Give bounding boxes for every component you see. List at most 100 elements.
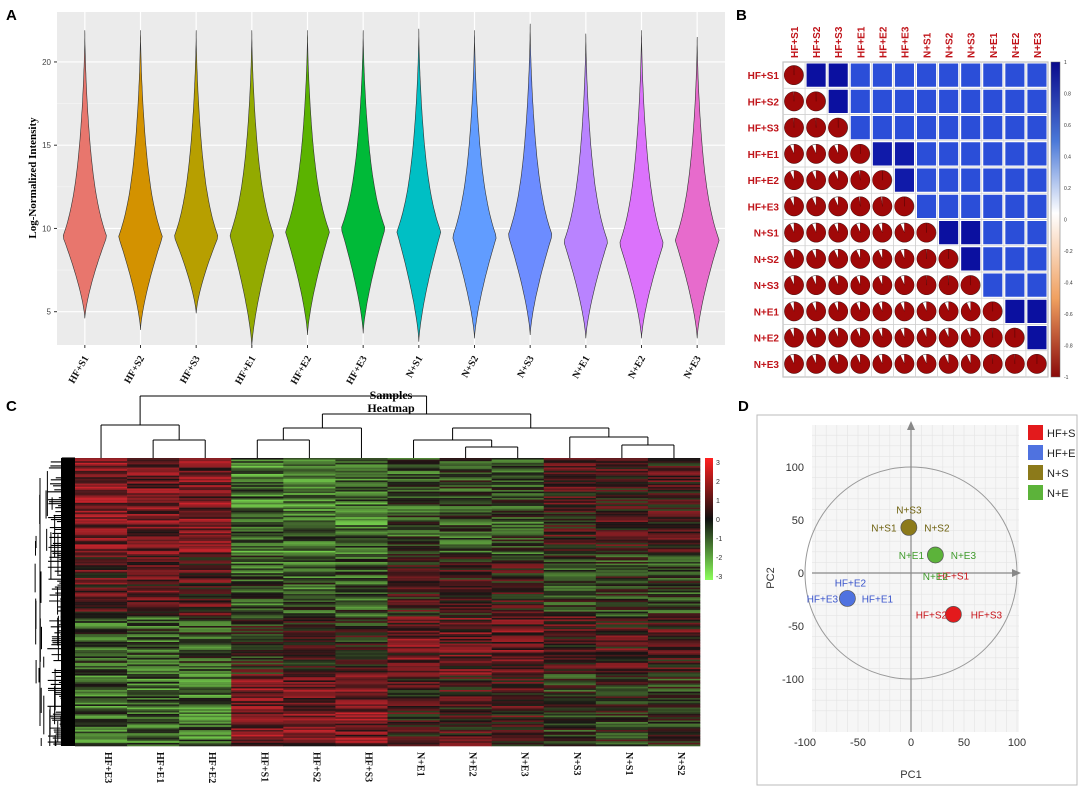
heatmap-cell [543, 622, 597, 625]
heatmap-cell [75, 536, 128, 539]
heatmap-cell [387, 658, 440, 660]
heatmap-cell [75, 642, 128, 644]
heatmap-cell [283, 541, 336, 544]
heatmap-cell [75, 744, 128, 747]
corr-colorbar-tick-label: 0.4 [1064, 155, 1071, 161]
heatmap-col-label-n-e1: N+E1 [415, 752, 426, 777]
heatmap-cell [335, 579, 388, 582]
heatmap-cell [491, 712, 545, 715]
heatmap-cell [75, 662, 128, 665]
corr-cell-square [983, 116, 1003, 140]
heatmap-cell [75, 584, 128, 587]
heatmap-cell [647, 706, 701, 708]
heatmap-cell [179, 515, 232, 518]
heatmap-cell [543, 594, 597, 596]
corr-cell-square [1005, 116, 1025, 140]
heatmap-cell [179, 651, 232, 654]
heatmap-cell [75, 494, 128, 497]
heatmap-cell [491, 643, 545, 646]
heatmap-cell [439, 643, 492, 646]
heatmap-cell [127, 528, 180, 531]
heatmap-cell [127, 741, 180, 744]
heatmap-cell [179, 702, 232, 705]
heatmap-cell [179, 547, 232, 550]
heatmap-cell [439, 606, 492, 609]
heatmap-cell [75, 589, 128, 592]
corr-col-label-hf-s1: HF+S1 [790, 26, 801, 58]
heatmap-cell [283, 475, 336, 478]
heatmap-cell [491, 592, 545, 595]
heatmap-cell [595, 648, 649, 651]
heatmap-cell [387, 594, 440, 596]
heatmap-cell [283, 563, 336, 566]
heatmap-cell [179, 624, 232, 627]
heatmap-cell [335, 491, 388, 494]
heatmap-cell [127, 738, 180, 740]
heatmap-cell [231, 598, 284, 601]
heatmap-cell [127, 648, 180, 651]
heatmap-cell [387, 731, 440, 734]
heatmap-cell [439, 728, 492, 731]
heatmap-cell [335, 498, 388, 500]
heatmap-cell [595, 709, 649, 712]
heatmap-cell [231, 514, 284, 516]
violin-x-tick-label-n-s1: N+S1 [404, 354, 425, 380]
heatmap-cell [647, 509, 701, 512]
heatmap-cell [595, 744, 649, 747]
heatmap-cell [283, 720, 336, 723]
heatmap-cell [595, 694, 649, 697]
heatmap-cell [595, 600, 649, 603]
heatmap-cell [439, 590, 492, 593]
heatmap-cell [335, 678, 388, 681]
heatmap-cell [543, 523, 597, 526]
heatmap-cell [491, 608, 545, 611]
heatmap-cell [595, 715, 649, 718]
heatmap-cell [231, 496, 284, 499]
heatmap-cell [491, 744, 545, 747]
heatmap-cell [335, 698, 388, 700]
heatmap-cell [75, 629, 128, 632]
heatmap-cell [439, 704, 492, 707]
heatmap-cell [283, 530, 336, 532]
heatmap-cell [283, 725, 336, 728]
heatmap-cell [595, 587, 649, 590]
heatmap-cell [491, 603, 545, 606]
heatmap-cell [439, 646, 492, 649]
heatmap-cell [335, 618, 388, 620]
heatmap-cell [439, 466, 492, 468]
heatmap-cell [439, 530, 492, 532]
heatmap-cell [127, 568, 180, 571]
heatmap-cell [387, 568, 440, 571]
heatmap-cell [439, 558, 492, 561]
heatmap-cell [543, 546, 597, 548]
heatmap-cell [335, 509, 388, 512]
heatmap-cell [283, 467, 336, 470]
heatmap-cell [387, 552, 440, 555]
heatmap-cell [491, 475, 545, 478]
heatmap-cell [127, 499, 180, 502]
violin-x-tick-label-hf-s3: HF+S3 [178, 354, 203, 386]
heatmap-cell [335, 587, 388, 590]
heatmap-cell [283, 741, 336, 744]
heatmap-cell [75, 675, 128, 678]
corr-cell-pie [828, 196, 848, 217]
heatmap-cell [335, 669, 388, 672]
heatmap-cell [179, 725, 232, 728]
heatmap-cell [647, 458, 701, 460]
heatmap-cell [491, 642, 545, 644]
heatmap-cell [335, 653, 388, 656]
heatmap-cell [283, 651, 336, 654]
heatmap-cell [335, 589, 388, 592]
heatmap-cell [595, 606, 649, 609]
heatmap-cell [231, 547, 284, 550]
heatmap-cell [543, 707, 597, 710]
corr-col-label-n-s2: N+S2 [945, 32, 956, 58]
heatmap-cell [75, 643, 128, 646]
heatmap-cell [491, 565, 545, 568]
heatmap-cell [127, 586, 180, 588]
heatmap-cell [335, 574, 388, 577]
heatmap-cell [179, 531, 232, 534]
heatmap-cell [595, 506, 649, 508]
heatmap-cell [647, 701, 701, 704]
heatmap-cell [335, 555, 388, 558]
